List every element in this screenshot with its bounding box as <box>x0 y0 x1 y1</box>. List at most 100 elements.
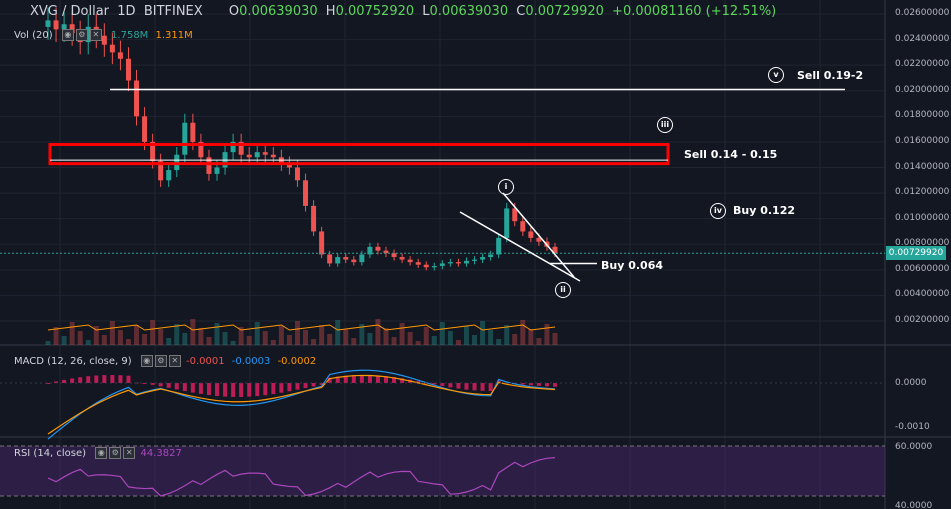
volume-bar <box>262 331 268 345</box>
volume-bar <box>496 339 502 345</box>
volume-bar <box>407 332 413 345</box>
volume-bar <box>472 335 478 345</box>
eye-icon[interactable]: ◉ <box>140 355 153 367</box>
volume-bar <box>182 333 188 345</box>
candle-body <box>238 141 244 155</box>
volume-bar <box>391 337 397 345</box>
volume-bar <box>198 328 204 345</box>
macd-histogram-bar <box>384 376 388 383</box>
volume-bar <box>431 336 437 345</box>
macd-histogram-bar <box>239 383 244 397</box>
candle-body <box>455 262 461 264</box>
macd-histogram-bar <box>448 383 453 388</box>
macd-histogram-bar <box>54 381 59 383</box>
buy-target-lower: Buy 0.064 <box>601 259 664 272</box>
macd-histogram-bar <box>255 383 260 397</box>
candle-body <box>391 253 397 258</box>
candle-body <box>182 122 188 155</box>
macd-histogram-bar <box>215 383 219 396</box>
macd-histogram-bar <box>271 383 276 395</box>
candle-body <box>319 231 325 255</box>
candle-body <box>399 257 405 260</box>
volume-bar <box>117 330 123 345</box>
gear-icon[interactable]: ⚙ <box>154 355 167 367</box>
candle-body <box>439 263 445 266</box>
candle-body <box>246 154 252 158</box>
volume-bar <box>254 322 260 345</box>
macd-histogram-bar <box>327 377 332 383</box>
macd-histogram-bar <box>432 383 437 385</box>
volume-bar <box>174 324 180 345</box>
buy-target-upper: Buy 0.122 <box>733 204 796 217</box>
symbol-title[interactable]: XVG / Dollar 1D BITFINEX <box>30 4 203 19</box>
volume-bar <box>303 330 309 345</box>
candle-body <box>488 254 494 258</box>
candle-body <box>230 141 236 153</box>
macd-axis[interactable]: 0.0000 -0.0010 <box>889 345 951 437</box>
macd-histogram-bar <box>480 383 485 391</box>
candle-body <box>463 260 469 264</box>
volume-bar <box>150 320 156 345</box>
price-tick: 0.02400000 <box>895 33 950 44</box>
macd-histogram-bar <box>158 383 163 387</box>
rsi-axis[interactable]: 60.0000 40.0000 <box>889 437 951 509</box>
volume-bar <box>528 329 534 345</box>
macd-histogram-bar <box>142 383 147 384</box>
close-icon[interactable]: ✕ <box>168 355 181 367</box>
macd-histogram-bar <box>400 378 405 383</box>
sell-target-upper: Sell 0.19-2 <box>797 69 864 82</box>
price-tick: 0.00800000 <box>895 238 950 249</box>
candle-body <box>496 237 502 255</box>
volume-bar <box>158 329 164 345</box>
price-tick: 0.01800000 <box>895 110 950 121</box>
volume-bar <box>286 335 292 345</box>
volume-bar <box>415 341 421 345</box>
volume-bar <box>439 322 445 345</box>
volume-bar <box>294 321 300 345</box>
close-icon[interactable]: ✕ <box>89 29 102 41</box>
current-price-tag: 0.00729920 <box>886 246 946 260</box>
macd-histogram-bar <box>126 375 131 383</box>
eye-icon[interactable]: ◉ <box>95 447 108 459</box>
gear-icon[interactable]: ⚙ <box>75 29 88 41</box>
candle-body <box>198 141 204 158</box>
candle-body <box>536 237 542 242</box>
macd-histogram-bar <box>311 383 316 387</box>
volume-bar <box>544 324 550 345</box>
volume-bar <box>206 337 212 345</box>
macd-histogram-bar <box>263 383 268 396</box>
volume-bar <box>455 340 461 345</box>
candle-body <box>190 122 196 142</box>
volume-bar <box>311 339 317 345</box>
gear-icon[interactable]: ⚙ <box>109 447 122 459</box>
ohlc-readout: O0.00639030 H0.00752920 L0.00639030 C0.0… <box>228 4 777 19</box>
candle-body <box>504 208 510 238</box>
macd-histogram-bar <box>110 375 115 383</box>
price-tick: 0.00400000 <box>895 289 950 300</box>
price-axis[interactable]: 0.02600000 0.02400000 0.02200000 0.02000000… <box>889 0 951 345</box>
candle-body <box>303 180 309 206</box>
macd-histogram-bar <box>440 383 445 386</box>
chart-header: XVG / Dollar 1D BITFINEX O0.00639030 H0.… <box>0 4 776 22</box>
candle-body <box>375 246 381 251</box>
volume-bar <box>125 339 131 345</box>
macd-histogram-bar <box>456 383 461 389</box>
eye-icon[interactable]: ◉ <box>61 29 74 41</box>
macd-histogram-bar <box>102 375 107 383</box>
macd-histogram-bar <box>303 383 308 389</box>
candle-body <box>520 221 526 232</box>
volume-bar <box>45 341 51 345</box>
volume-bar <box>270 340 276 345</box>
price-tick: 0.01400000 <box>895 161 950 172</box>
price-tick: 0.02600000 <box>895 8 950 18</box>
candle-body <box>552 246 558 254</box>
candle-body <box>359 254 365 263</box>
volume-bar <box>142 334 148 345</box>
rsi-tick: 60.0000 <box>895 442 933 452</box>
macd-histogram-bar <box>150 383 155 385</box>
macd-histogram-bar <box>190 383 195 393</box>
candle-body <box>134 80 140 117</box>
close-icon[interactable]: ✕ <box>123 447 136 459</box>
